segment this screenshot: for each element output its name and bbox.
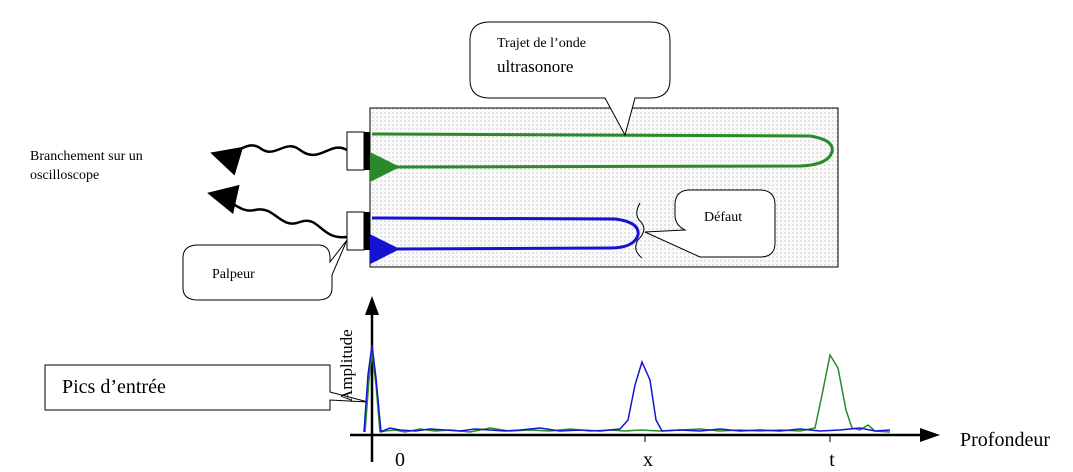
transducer <box>346 131 365 171</box>
callout <box>182 239 348 301</box>
x-mark: x <box>643 449 653 471</box>
callout-text: Pics d’entrée <box>62 376 166 398</box>
callout-text: ultrasonore <box>497 57 573 76</box>
cable <box>210 144 348 176</box>
x-mark: 0 <box>395 449 405 471</box>
label: Branchement sur un <box>30 149 143 164</box>
signal-green <box>379 352 891 433</box>
cable <box>207 184 348 239</box>
arrowhead <box>365 296 379 315</box>
callout-text: Défaut <box>704 210 742 225</box>
callout-text: Trajet de l’onde <box>497 36 586 51</box>
x-mark: t <box>829 449 835 471</box>
transducer-face <box>364 132 370 170</box>
arrowhead <box>920 428 940 442</box>
axis-label: Profondeur <box>960 429 1050 451</box>
signal-green <box>364 351 381 433</box>
callout-text: Palpeur <box>212 267 255 282</box>
wave-path-green <box>369 132 834 183</box>
label: oscilloscope <box>30 168 99 183</box>
signal-blue <box>379 359 891 433</box>
transducer-face <box>364 212 370 250</box>
signal-blue <box>363 344 382 433</box>
callout <box>644 189 776 258</box>
callout <box>44 364 369 411</box>
callout <box>469 21 671 137</box>
defect-crack <box>635 202 645 259</box>
axis-label: Amplitude <box>337 329 356 402</box>
wave-path-blue <box>369 216 640 265</box>
transducer <box>346 211 365 251</box>
